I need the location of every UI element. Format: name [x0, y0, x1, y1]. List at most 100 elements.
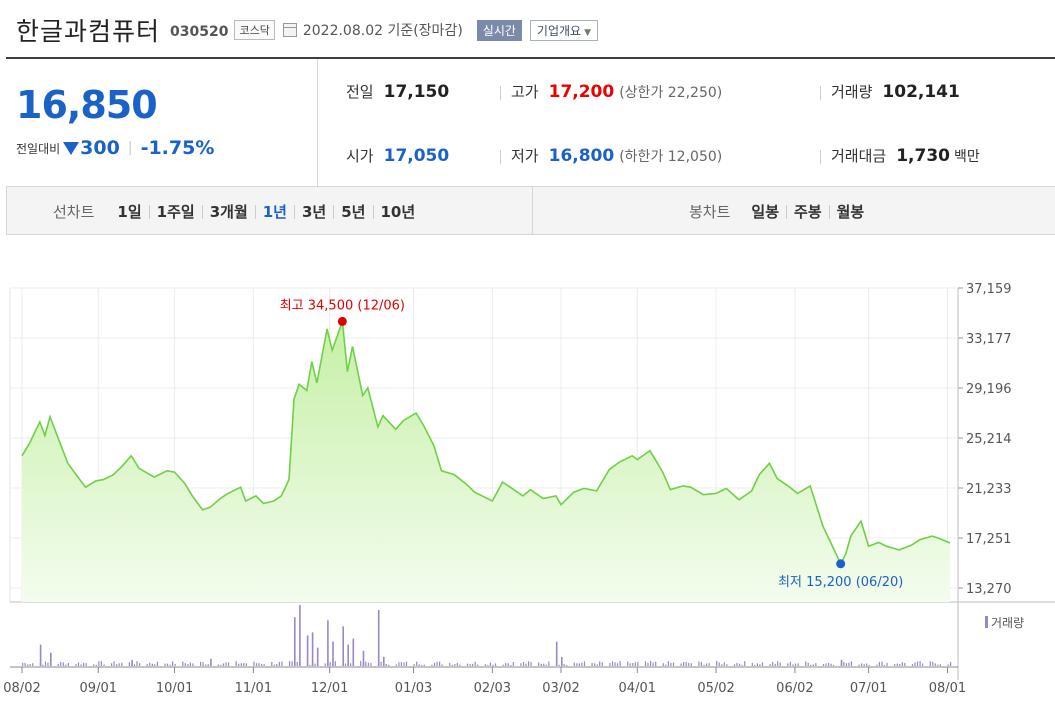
volume-bar	[683, 662, 685, 666]
y-tick-label: 29,196	[966, 382, 1012, 397]
volume-bar	[258, 663, 260, 666]
volume-bar	[751, 662, 753, 666]
volume-bar	[47, 662, 49, 666]
volume-bar	[388, 664, 390, 666]
volume-bar	[227, 662, 230, 666]
realtime-button[interactable]: 실시간	[476, 19, 522, 41]
y-tick-label: 17,251	[966, 532, 1012, 547]
volume-bar	[225, 662, 227, 666]
volume-bar	[299, 605, 301, 666]
volume-bar	[332, 641, 334, 666]
period-bar: 선차트 1일 1주일 3개월 1년 3년 5년 10년 봉차트 일봉 주봉 월봉	[6, 187, 1055, 235]
volume-bar	[77, 662, 80, 666]
volume-bar	[911, 664, 914, 666]
volume-bar	[294, 617, 296, 666]
line-chart-label: 선차트	[53, 203, 95, 221]
period-3m[interactable]: 3개월	[209, 203, 248, 221]
volume-bar	[896, 663, 898, 666]
company-info-button[interactable]: 기업개요 ▼	[529, 19, 598, 41]
volume-bar	[24, 662, 26, 666]
volume-bar	[690, 663, 692, 666]
volume-bar	[599, 661, 601, 666]
volume-bar	[32, 663, 34, 666]
period-1y[interactable]: 1년	[262, 203, 287, 221]
volume-bar	[601, 662, 603, 666]
volume-bar	[103, 664, 105, 666]
volume-bar	[309, 664, 311, 666]
volume-bar	[774, 663, 776, 666]
volume-bar	[154, 664, 156, 666]
volume-bar	[245, 663, 247, 666]
volume-bar	[494, 663, 497, 666]
volume-bar	[116, 664, 118, 666]
low-label: 저가	[511, 147, 539, 165]
divider	[294, 204, 295, 219]
volume-bar	[611, 661, 614, 666]
volume-bar	[222, 663, 225, 666]
period-10y[interactable]: 10년	[380, 203, 416, 221]
volume-bar	[118, 663, 120, 666]
volume-bar	[756, 663, 758, 666]
volume-bar	[306, 635, 309, 666]
volume-bar	[914, 662, 916, 666]
volume-bar	[950, 662, 952, 666]
volume-bar	[833, 664, 835, 666]
volume-bar	[169, 664, 171, 666]
volume-bar	[937, 664, 939, 666]
period-1w[interactable]: 1주일	[156, 203, 195, 221]
candle-weekly[interactable]: 주봉	[794, 203, 822, 221]
volume-bar	[594, 663, 596, 666]
x-tick-label: 11/01	[235, 681, 272, 696]
volume-bar	[383, 656, 385, 667]
volume-bar	[98, 661, 100, 666]
volume-bar	[647, 662, 649, 666]
x-tick-label: 01/03	[395, 681, 432, 696]
volume-bar	[794, 663, 797, 666]
stat-volume: 거래량 102,141	[831, 81, 960, 102]
period-1d[interactable]: 1일	[117, 203, 142, 221]
period-5y[interactable]: 5년	[341, 203, 366, 221]
volume-bar	[868, 664, 870, 666]
volume-bar	[342, 626, 344, 666]
volume-bar	[311, 632, 314, 666]
volume-bar	[128, 662, 130, 666]
volume-bar	[899, 664, 901, 666]
candle-daily[interactable]: 일봉	[751, 203, 780, 221]
volume-bar	[113, 661, 115, 666]
volume-bar	[754, 664, 756, 666]
volume-bar	[525, 663, 527, 666]
volume-bar	[578, 663, 580, 666]
volume-bar	[289, 661, 291, 666]
volume-bar	[93, 664, 95, 666]
candle-monthly[interactable]: 월봉	[836, 203, 865, 221]
volume-bar	[362, 650, 365, 667]
volume-bar	[705, 663, 708, 666]
volume-bar	[207, 664, 209, 666]
volume-bar	[200, 662, 202, 666]
volume-bar	[441, 664, 443, 666]
volume-bar	[627, 661, 629, 666]
volume-bar	[522, 662, 525, 666]
volume-bar	[380, 661, 382, 666]
volume-bar	[166, 663, 169, 666]
volume-bar	[744, 661, 746, 666]
volume-bar	[367, 662, 369, 666]
volume-bar	[273, 664, 275, 666]
volume-bar	[652, 662, 654, 666]
volume-bar	[469, 664, 471, 666]
stat-high: 고가 17,200 (상한가 22,250)	[511, 81, 722, 102]
period-3y[interactable]: 3년	[302, 203, 327, 221]
quote-box: 16,850 전일대비 300 | -1.75% 전일 17,150 고가 17…	[6, 57, 1055, 187]
volume-bar	[466, 663, 469, 666]
prev-close-value: 17,150	[383, 82, 450, 102]
volume-bar	[634, 662, 636, 666]
volume-bar	[220, 664, 222, 666]
volume-bar	[472, 663, 474, 666]
volume-bar	[698, 661, 700, 666]
volume-bar	[484, 664, 486, 666]
open-label: 시가	[346, 147, 374, 165]
volume-bar	[830, 663, 832, 666]
volume-bar	[131, 659, 133, 666]
volume-bar	[685, 661, 687, 666]
volume-bar	[121, 662, 123, 666]
